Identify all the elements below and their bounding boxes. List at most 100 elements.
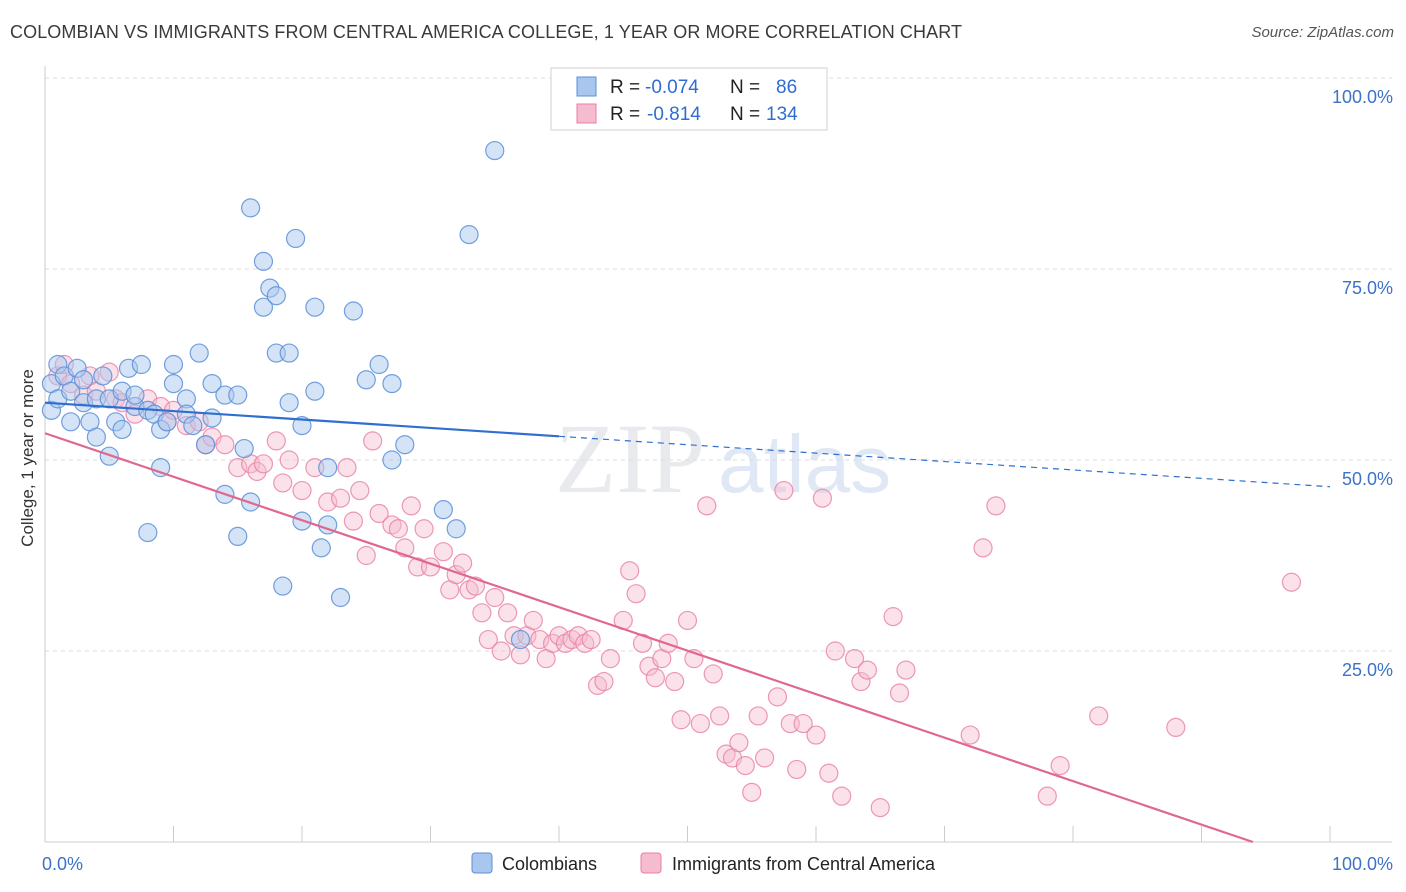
central-america-point-100 (819, 763, 839, 783)
central-america-point-88 (729, 733, 749, 753)
colombians-point-57 (305, 381, 325, 401)
central-america-point-41 (414, 519, 434, 539)
central-america-point-69 (600, 649, 621, 669)
legend-n-value-1: 86 (776, 77, 797, 98)
colombians-point-13 (93, 366, 113, 386)
colombians-point-26 (151, 458, 171, 478)
central-america-point-116 (1166, 717, 1186, 738)
legend-n-label-1: N = (730, 77, 760, 98)
colombians-point-36 (202, 374, 222, 394)
colombians-point-56 (305, 297, 325, 317)
central-america-point-75 (645, 668, 665, 688)
central-america-point-64 (568, 626, 588, 646)
colombians-point-35 (196, 435, 216, 455)
central-america-point-79 (671, 710, 691, 730)
colombians-point-70 (459, 225, 479, 245)
central-america-point-83 (697, 496, 717, 516)
series-legend: Colombians Immigrants from Central Ameri… (471, 852, 936, 874)
source-label: Source: ZipAtlas.com (1251, 24, 1394, 41)
bottom-legend-colombians: Colombians (502, 854, 597, 874)
colombians-point-53 (285, 228, 306, 249)
central-america-point-34 (363, 431, 383, 451)
central-america-point-31 (343, 511, 363, 531)
bottom-legend-central-america: Immigrants from Central America (672, 854, 936, 874)
central-america-point-78 (665, 671, 685, 692)
watermark-zip: ZIP (555, 403, 705, 514)
central-america-point-101 (825, 641, 845, 661)
colombians-point-64 (369, 354, 389, 375)
central-america-point-23 (266, 431, 286, 451)
central-america-point-22 (253, 454, 274, 474)
central-america-point-57 (523, 610, 543, 631)
central-america-point-33 (356, 545, 376, 566)
central-america-point-49 (472, 603, 492, 623)
central-america-point-85 (710, 706, 730, 726)
colombians-point-63 (356, 370, 376, 390)
grid-lines (45, 77, 1392, 652)
colombians-point-46 (253, 251, 274, 271)
central-america-point-91 (748, 706, 768, 726)
central-america-point-68 (594, 671, 614, 692)
colombians-point-52 (279, 393, 299, 413)
colombians-point-33 (183, 416, 203, 436)
colombians-point-67 (395, 435, 415, 455)
central-america-point-105 (857, 660, 878, 680)
y-tick-label-3: 25.0% (1342, 660, 1393, 680)
central-america-point-90 (742, 782, 762, 802)
central-america-point-98 (806, 725, 826, 745)
colombians-point-61 (330, 587, 351, 608)
bottom-swatch-central-america (640, 852, 662, 874)
central-america-point-92 (754, 748, 775, 768)
colombians-point-34 (189, 343, 209, 363)
central-america-point-50 (478, 629, 498, 650)
colombians-trend-solid (44, 401, 560, 438)
central-america-point-61 (549, 626, 569, 646)
central-america-point-35 (369, 503, 389, 524)
central-america-point-80 (677, 610, 698, 631)
colombians-point-45 (253, 297, 274, 317)
central-america-point-18 (215, 435, 235, 455)
colombians-point-40 (228, 526, 248, 547)
central-america-point-52 (491, 641, 511, 661)
colombians-point-72 (510, 629, 531, 650)
central-america-point-29 (330, 488, 351, 508)
central-america-point-37 (388, 519, 408, 539)
colombians-point-65 (382, 450, 402, 470)
colombians-point-71 (485, 140, 505, 161)
colombians-point-43 (241, 198, 261, 218)
legend-n-label-2: N = (730, 104, 760, 125)
colombians-point-28 (157, 412, 177, 432)
central-america-point-102 (832, 786, 852, 806)
colombians-point-37 (202, 408, 222, 428)
y-axis-label: College, 1 year or more (18, 369, 37, 547)
colombians-point-21 (125, 385, 145, 405)
central-america-point-28 (318, 492, 338, 512)
central-america-point-106 (870, 798, 890, 818)
legend-r-value-2: -0.814 (647, 104, 701, 125)
legend-r-label-1: R = (610, 77, 640, 98)
central-america-point-99 (812, 488, 833, 508)
central-america-point-24 (273, 473, 293, 493)
central-america-point-111 (973, 538, 993, 558)
correlation-legend: R = -0.074 N = 86 R = -0.814 N = 134 (550, 67, 828, 131)
central-america-point-82 (690, 713, 710, 734)
central-america-point-109 (896, 660, 916, 680)
colombians-point-5 (61, 412, 81, 432)
central-america-point-84 (703, 664, 723, 684)
central-america-point-117 (1281, 572, 1302, 592)
colombians-point-69 (446, 519, 466, 539)
central-america-point-39 (401, 496, 421, 516)
trend-lines (44, 401, 1331, 844)
central-america-point-32 (350, 480, 370, 501)
x-tick-label-1: 100.0% (1332, 854, 1393, 874)
colombians-point-66 (382, 374, 402, 394)
colombians-point-29 (163, 374, 184, 394)
colombians-point-42 (234, 438, 254, 459)
colombians-point-50 (273, 576, 293, 596)
central-america-point-94 (774, 480, 794, 501)
central-america-point-51 (485, 587, 505, 608)
central-america-point-107 (883, 607, 903, 627)
central-america-point-53 (498, 603, 518, 623)
chart-title: COLOMBIAN VS IMMIGRANTS FROM CENTRAL AME… (10, 22, 963, 42)
central-america-point-104 (851, 671, 871, 692)
